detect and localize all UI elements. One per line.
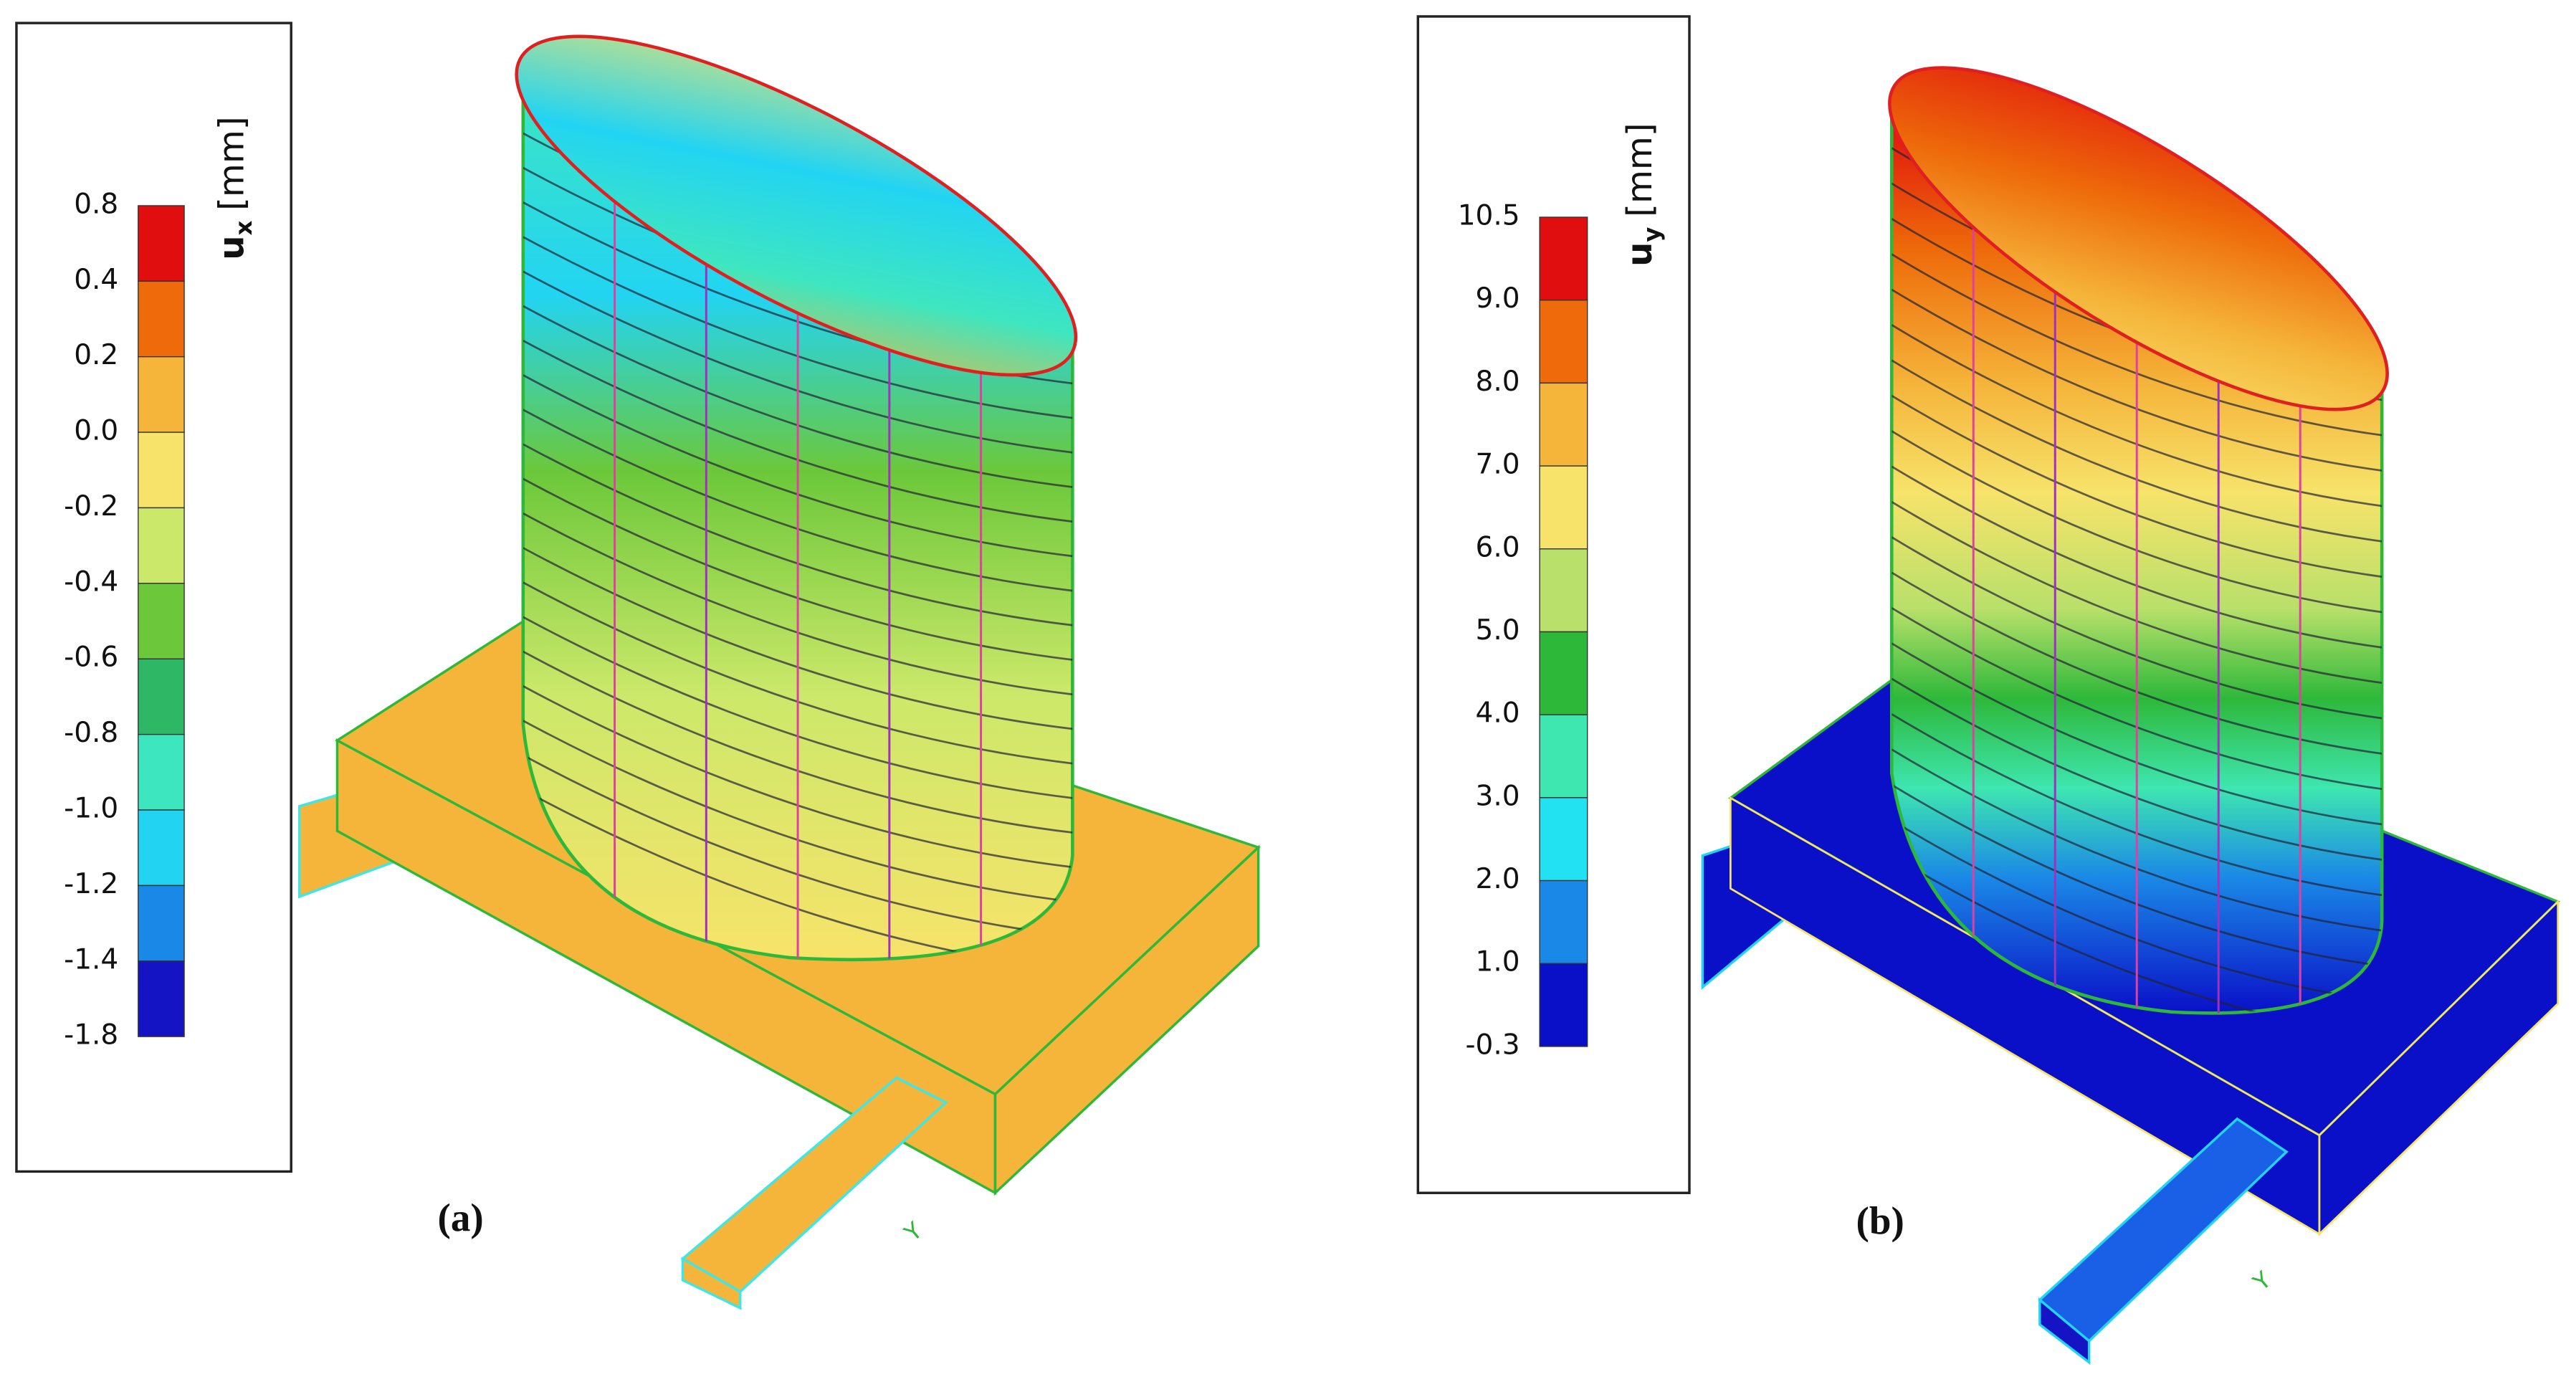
color-swatch: [138, 733, 185, 811]
color-swatch: [1539, 797, 1588, 882]
color-swatch: [1539, 300, 1588, 384]
color-swatch: [138, 960, 185, 1037]
legend-label: -1.0: [64, 793, 118, 825]
legend-label: -0.8: [64, 717, 118, 749]
legend-title: uy [mm]: [1620, 123, 1665, 267]
legend-label: -1.2: [64, 868, 118, 900]
color-swatch: [138, 356, 185, 433]
color-swatch: [1539, 631, 1588, 715]
color-swatch: [138, 432, 185, 509]
color-swatch: [138, 280, 185, 358]
legend-label: 10.5: [1458, 200, 1520, 232]
color-swatch: [138, 507, 185, 584]
panel-label: (b): [1856, 1199, 1904, 1243]
legend-label: 7.0: [1476, 449, 1520, 481]
legend-label: -0.4: [64, 566, 118, 598]
color-swatch: [138, 809, 185, 887]
panel-label: (a): [437, 1196, 483, 1239]
color-swatch: [1539, 548, 1588, 633]
legend-label: -1.8: [64, 1019, 118, 1052]
title-subscript: y: [1638, 227, 1666, 242]
legend-label: -0.2: [64, 490, 118, 523]
color-swatch: [138, 658, 185, 735]
title-symbol: u: [212, 235, 252, 259]
color-swatch: [1539, 879, 1588, 964]
color-swatch: [1539, 714, 1588, 799]
legend-label: 0.2: [74, 339, 118, 371]
legend-label: 9.0: [1476, 282, 1520, 315]
color-swatch: [1539, 216, 1588, 301]
color-swatch: [138, 205, 185, 282]
color-swatch: [138, 583, 185, 659]
title-symbol: u: [1620, 242, 1660, 267]
legend-label: 4.0: [1476, 697, 1520, 730]
legends: 0.8 0.4 0.2 0.0 -0.2 -0.4 -0.6 -0.8 -1.0 -1.2 -1.4…: [15, 15, 1904, 1243]
legend-label: 1.0: [1476, 946, 1520, 978]
color-swatch: [1539, 382, 1588, 467]
legend-label: 2.0: [1476, 863, 1520, 895]
color-swatch: [138, 885, 185, 962]
title-unit: [mm]: [212, 116, 252, 210]
legend-label: 0.8: [74, 188, 118, 220]
legend-label: 8.0: [1476, 366, 1520, 398]
legend-label: -1.4: [64, 943, 118, 976]
floor-lines: [1892, 147, 2382, 1014]
legend-label: 3.0: [1476, 780, 1520, 812]
axis-icon: Y: [2248, 1266, 2277, 1297]
legend-label: 5.0: [1476, 614, 1520, 647]
color-swatch: [1539, 465, 1588, 550]
title-unit: [mm]: [1620, 123, 1660, 216]
axis-icon: Y: [899, 1216, 928, 1247]
legend-label: 0.0: [74, 415, 118, 447]
model-a: Y: [297, 34, 1261, 1310]
color-swatch: [1539, 963, 1588, 1047]
title-subscript: x: [230, 220, 257, 235]
model-b: Y: [1701, 66, 2560, 1365]
legend-label: -0.3: [1465, 1029, 1520, 1061]
legend-label: -0.6: [64, 642, 118, 674]
legend-title: ux [mm]: [212, 116, 257, 259]
legend-label: 0.4: [74, 264, 118, 296]
legend-label: 6.0: [1476, 531, 1520, 563]
